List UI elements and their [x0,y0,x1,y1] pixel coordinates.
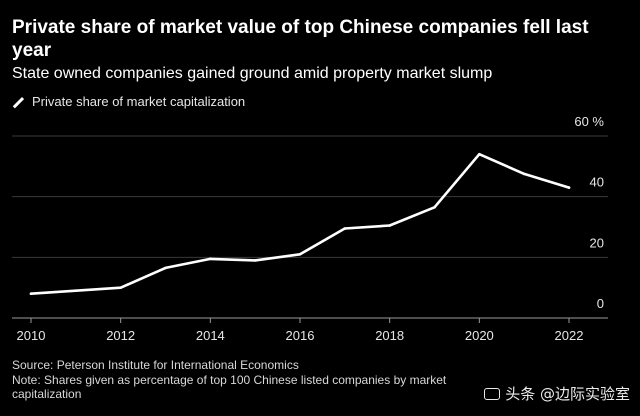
data-point-2018 [388,224,391,227]
x-tick-label-2022: 2022 [555,328,584,343]
data-point-2013 [164,266,167,270]
legend-label: Private share of market capitalization [32,94,246,109]
data-point-2010 [29,292,33,296]
y-tick-label-0: 0 [597,296,604,311]
x-tick-label-2010: 2010 [17,328,46,343]
x-tick-label-2016: 2016 [286,328,315,343]
x-tick-label-2018: 2018 [375,328,404,343]
data-point-2021 [522,172,526,176]
chart-subtitle: State owned companies gained ground amid… [12,65,493,82]
watermark: 头条 @边际实验室 [483,383,630,404]
data-point-2012 [119,286,122,289]
y-tick-label-60: 60 % [574,114,604,129]
data-point-2019 [433,205,436,209]
data-point-2016 [298,253,302,256]
chart-title: Private share of market value of top Chi… [12,17,589,61]
chart-footer: Source: Peterson Institute for Internati… [12,358,512,402]
toutiao-logo-icon [483,386,501,402]
x-tick-label-2020: 2020 [465,328,494,343]
data-point-2017 [343,227,347,230]
series-line-0 [29,152,571,296]
data-point-2015 [253,259,257,262]
source-note: Source: Peterson Institute for Internati… [12,358,299,372]
x-tick-label-2014: 2014 [196,328,225,343]
data-point-2020 [478,152,481,156]
data-point-2022 [567,186,571,189]
y-tick-label-40: 40 [590,175,604,190]
x-tick-label-2012: 2012 [106,328,135,343]
data-point-2014 [209,257,212,261]
chart-legend: Private share of market capitalization [12,93,245,111]
data-point-2011 [74,289,78,293]
footnote: Note: Shares given as percentage of top … [12,372,447,402]
y-tick-label-20: 20 [590,235,604,250]
watermark-text: 头条 @边际实验室 [505,385,630,403]
